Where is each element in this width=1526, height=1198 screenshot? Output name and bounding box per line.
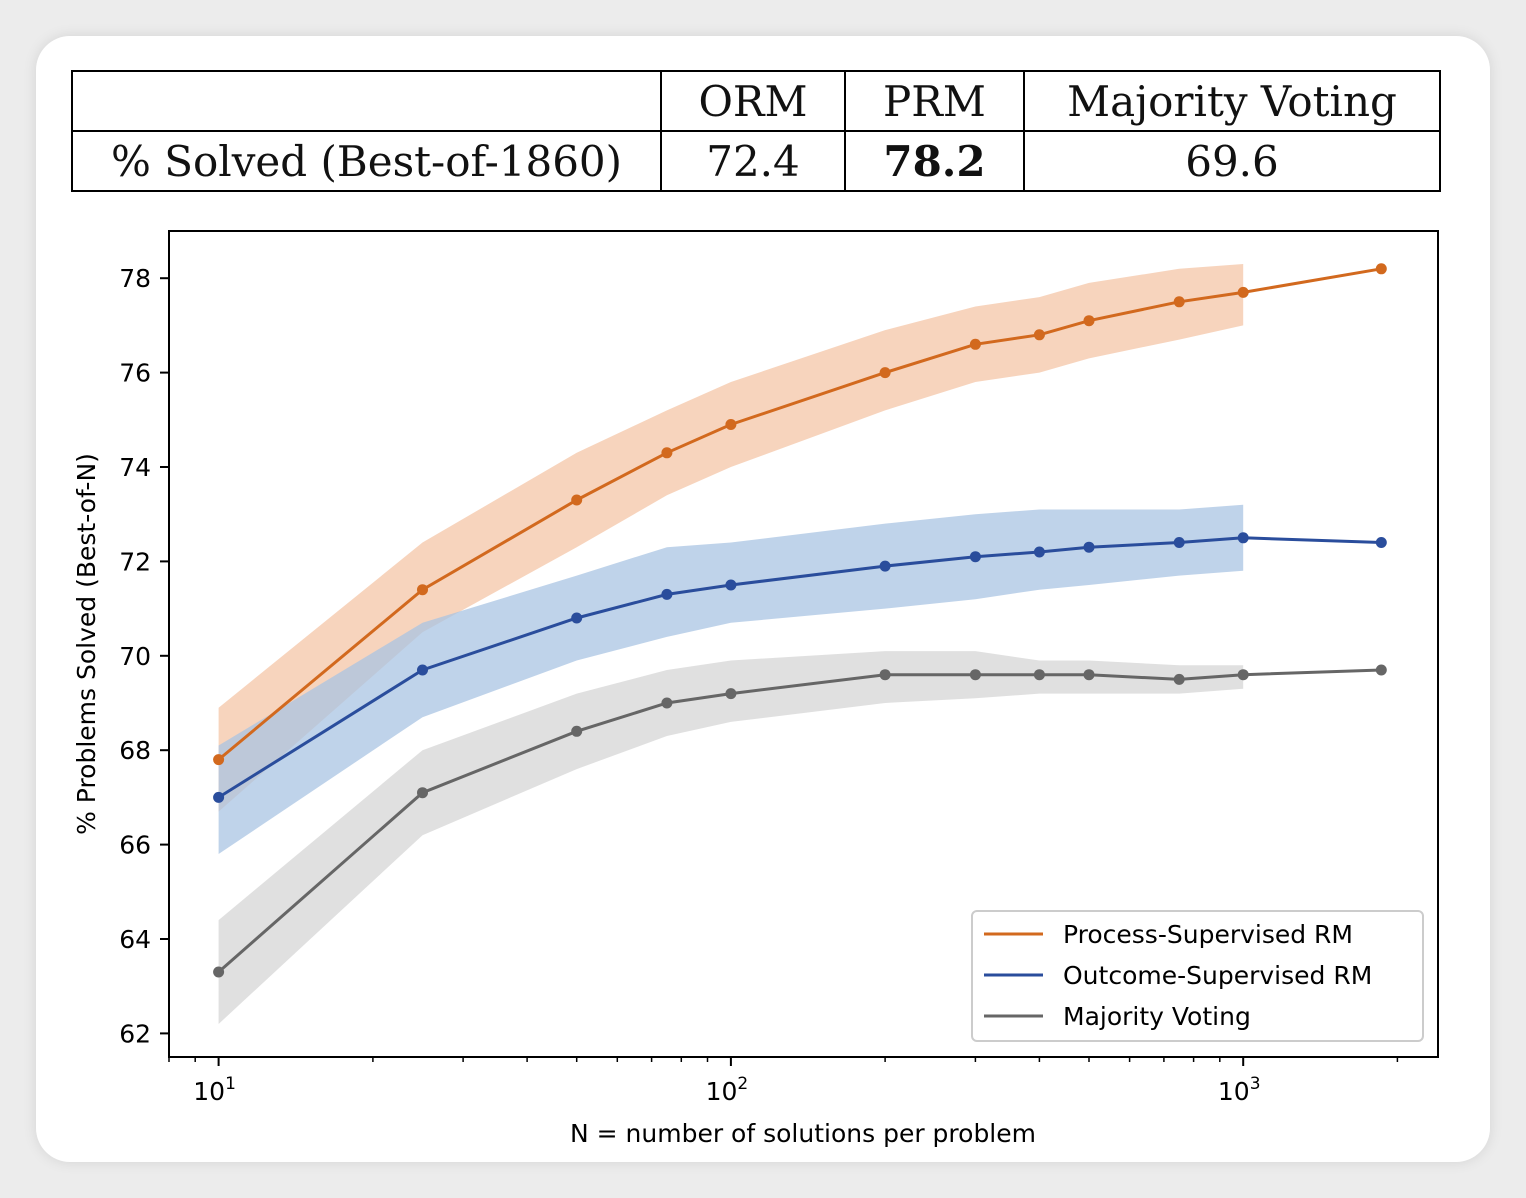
majority-voting-point: [1083, 669, 1095, 681]
outcome-supervised-rm-line: [217, 536, 1382, 799]
process-supervised-rm-point: [1033, 329, 1045, 341]
legend-box: [971, 910, 1424, 1042]
outcome-supervised-rm-point: [1083, 541, 1095, 553]
process-supervised-rm-point: [1173, 296, 1185, 308]
majority-voting-point: [969, 669, 981, 681]
y-tick-label: 64: [119, 925, 151, 954]
process-supervised-rm-line: [217, 267, 1382, 761]
y-tick-label: 74: [119, 453, 151, 482]
majority-voting-point: [1375, 664, 1387, 676]
table-value-majority-voting: 69.6: [1023, 130, 1441, 192]
y-tick-label: 70: [119, 642, 151, 671]
x-axis: 101 102 103: [168, 1057, 1399, 1106]
majority-voting-point: [213, 966, 225, 978]
x-tick-label: 103: [1218, 1074, 1261, 1106]
y-tick-label: 72: [119, 547, 151, 576]
process-supervised-rm-point: [571, 494, 583, 506]
x-axis-label: N = number of solutions per problem: [570, 1119, 1036, 1148]
outcome-supervised-rm-point: [417, 664, 428, 676]
majority-voting-point: [879, 669, 891, 681]
plot-frame: [168, 230, 1439, 1058]
process-supervised-rm-point: [417, 584, 428, 596]
outcome-supervised-rm-point: [1237, 532, 1249, 544]
y-tick-label: 76: [119, 359, 151, 388]
majority-voting-point: [661, 697, 673, 709]
table-row: % Solved (Best-of-1860) 72.4 78.2 69.6: [71, 130, 1441, 192]
table-header-prm: PRM: [844, 70, 1025, 132]
confidence-bands: [218, 264, 1244, 1024]
y-axis: 62 64 66 68 70 72 74 76 78: [119, 264, 169, 1048]
outcome-supervised-rm-point: [1375, 537, 1387, 548]
majority-voting-point: [571, 725, 583, 737]
series-lines: [217, 267, 1382, 974]
series-points: [213, 263, 1387, 978]
outcome-supervised-rm-point: [213, 791, 225, 803]
outcome-supervised-rm-point: [725, 579, 737, 591]
y-tick-label: 62: [119, 1019, 151, 1048]
majority-voting-line: [217, 668, 1382, 974]
outcome-supervised-rm-point: [969, 551, 981, 563]
process-supervised-rm-point: [1237, 286, 1249, 298]
outcome-supervised-rm-band: [218, 504, 1244, 854]
table-header-majority-voting: Majority Voting: [1023, 70, 1441, 132]
results-table: ORM PRM Majority Voting % Solved (Best-o…: [71, 70, 1441, 192]
process-supervised-rm-point: [725, 419, 737, 430]
process-supervised-rm-point: [879, 367, 891, 379]
majority-voting-point: [417, 787, 428, 799]
y-tick-label: 68: [119, 736, 151, 765]
majority-voting-point: [725, 688, 737, 700]
outcome-supervised-rm-point: [1173, 537, 1185, 548]
legend-label: Majority Voting: [1063, 1002, 1251, 1031]
table-value-prm: 78.2: [844, 130, 1025, 192]
process-supervised-rm-band: [218, 264, 1244, 812]
outcome-supervised-rm-point: [661, 588, 673, 600]
table-row-label: % Solved (Best-of-1860): [71, 130, 662, 192]
outcome-supervised-rm-point: [879, 560, 891, 572]
process-supervised-rm-point: [661, 447, 673, 459]
majority-voting-point: [1173, 673, 1185, 685]
majority-voting-band: [218, 651, 1244, 1024]
table-header-row: ORM PRM Majority Voting: [71, 70, 1441, 132]
x-tick-label: 101: [193, 1074, 236, 1106]
table-value-orm: 72.4: [660, 130, 846, 192]
table-header-orm: ORM: [660, 70, 846, 132]
process-supervised-rm-point: [213, 754, 225, 766]
legend: Process-Supervised RM Outcome-Supervised …: [971, 910, 1424, 1042]
legend-label: Process-Supervised RM: [1063, 920, 1353, 949]
table-corner-cell: [71, 70, 662, 132]
x-tick-label: 102: [706, 1074, 749, 1106]
process-supervised-rm-point: [969, 338, 981, 350]
majority-voting-point: [1033, 669, 1045, 681]
outcome-supervised-rm-point: [571, 612, 583, 624]
process-supervised-rm-point: [1083, 315, 1095, 327]
outcome-supervised-rm-point: [1033, 546, 1045, 558]
majority-voting-point: [1237, 669, 1249, 681]
y-tick-label: 78: [119, 264, 151, 293]
legend-label: Outcome-Supervised RM: [1063, 961, 1372, 990]
process-supervised-rm-point: [1375, 263, 1387, 275]
y-tick-label: 66: [119, 831, 151, 860]
y-axis-label: % Problems Solved (Best-of-N): [72, 453, 101, 835]
